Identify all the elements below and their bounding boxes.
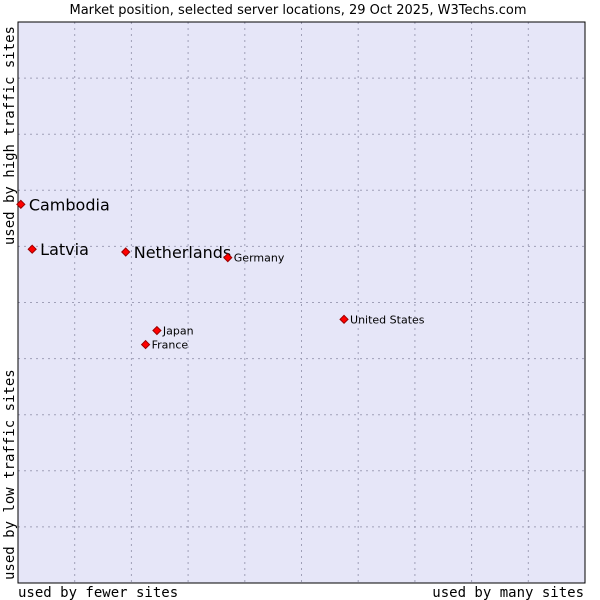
chart-title: Market position, selected server locatio… — [69, 3, 526, 18]
data-point-marker — [223, 252, 233, 263]
data-point-label: Cambodia — [29, 195, 110, 214]
data-point-marker — [339, 314, 349, 325]
data-point-label: Japan — [162, 325, 194, 338]
x-axis-label-right: used by many sites — [432, 585, 584, 600]
data-point-marker — [16, 199, 26, 210]
grid-lines — [18, 22, 585, 583]
y-axis-label-bottom: used by low traffic sites — [2, 369, 18, 580]
plot-border — [17, 21, 586, 584]
data-point-label: France — [152, 339, 189, 352]
data-point-label: United States — [350, 313, 425, 326]
x-axis-label-left: used by fewer sites — [18, 585, 178, 600]
data-point-label: Netherlands — [134, 243, 232, 262]
data-point-label: Germany — [234, 252, 285, 265]
data-point-marker — [121, 247, 131, 257]
data-point-marker — [140, 339, 151, 350]
data-points: Cambodia Latvia Netherlands Germany United S… — [16, 195, 425, 352]
data-point-label: Latvia — [40, 240, 89, 259]
data-point-marker — [152, 325, 162, 336]
data-point-marker — [27, 244, 37, 254]
y-axis-label-top: used by high traffic sites — [2, 26, 18, 245]
